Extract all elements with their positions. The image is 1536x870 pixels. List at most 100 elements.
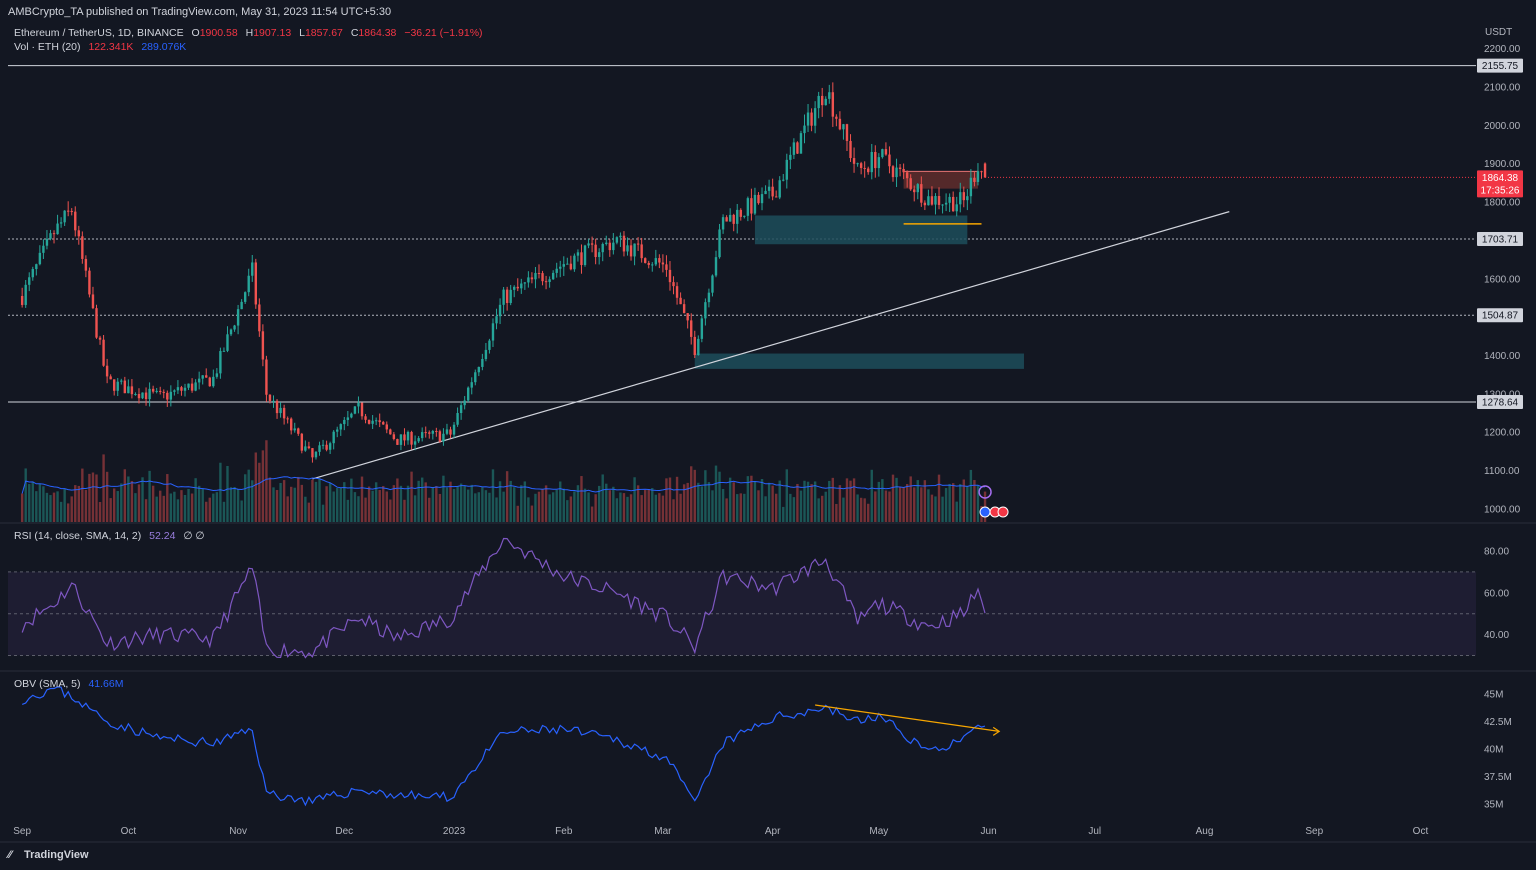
candle-body [374,420,378,422]
volume-bar [559,481,562,522]
tradingview-logo[interactable]: ⁄⁄ TradingView [8,849,89,861]
volume-bar [272,487,275,522]
candle-body [495,316,498,324]
candle-body [725,217,728,222]
volume-bar [714,465,718,522]
candle-body [467,387,470,401]
candle-body [286,418,289,420]
price-tick-label: 1000.00 [1484,504,1521,515]
volume-bar [265,440,268,522]
candle-body [410,431,413,445]
candle-body [247,275,250,293]
candle-body [803,125,806,134]
time-axis-label: Jul [1088,826,1101,837]
candle-body [682,304,686,314]
volume-bar [608,490,611,522]
volume-bar [229,487,233,522]
candle-body [764,190,767,195]
candle-body [357,402,360,407]
volume-bar [732,482,735,522]
rsi-tick-label: 60.00 [1484,588,1509,599]
volume-bar [569,496,573,522]
candle-body [849,140,852,159]
volume-bar [828,480,831,522]
candle-body [502,289,505,305]
candle-body [792,142,796,155]
volume-bar [916,480,919,522]
rsi-legend: RSI (14, close, SMA, 14, 2) 52.24 ∅ ∅ [14,530,205,542]
candle-body [867,168,870,173]
volume-bar [937,474,941,522]
volume-bar [704,470,707,522]
volume-bar [509,480,512,522]
volume-bar [796,483,799,522]
candle-body [399,434,403,445]
candle-body [445,429,449,434]
volume-bar [665,478,668,522]
candle-body [612,242,615,251]
volume-bar [622,493,626,522]
volume-bar [173,491,176,522]
volume-bar [190,493,194,522]
price-tick-label: 1800.00 [1484,198,1521,209]
volume-bar [233,487,236,522]
candle-body [969,177,973,197]
volume-bar [675,476,679,522]
candle-body [874,151,877,169]
volume-bar [491,469,495,522]
candle-body [863,167,866,169]
candle-body [704,302,707,319]
candle-body [88,270,91,295]
candle-body [746,198,750,216]
volume-bar [445,487,449,522]
volume-legend: Vol · ETH (20) 122.341K 289.076K [14,41,186,53]
volume-bar [594,494,597,522]
candle-body [955,204,958,212]
volume-bar [824,491,827,522]
volume-bar [243,474,247,522]
volume-bar [141,477,144,522]
volume-bar [438,493,442,522]
candle-body [484,349,488,360]
volume-bar [590,506,594,522]
candle-body [959,192,962,205]
candle-body [934,196,937,205]
obv-divergence-arrow [992,726,1001,736]
candle-body [339,424,342,430]
candle-body [530,277,534,280]
price-currency-label: USDT [1485,27,1512,38]
candle-body [190,383,194,391]
candle-body [732,214,735,224]
symbol-name: Ethereum / TetherUS, 1D, BINANCE [14,27,184,39]
volume-bar [413,495,417,522]
candle-body [608,242,611,251]
candle-body [180,387,183,391]
candle-body [736,209,739,224]
candle-body [831,92,835,117]
volume-bar [898,487,902,522]
candle-body [201,375,204,379]
candle-body [789,154,792,160]
candle-body [116,381,119,391]
volume-bar [49,495,52,522]
time-axis-label: Aug [1196,826,1214,837]
candle-body [636,243,640,245]
volume-bar [739,493,742,522]
candle-body [35,264,38,270]
candle-body [590,243,594,245]
volume-bar [774,493,778,522]
candle-body [98,337,102,340]
demand-zone-lower [694,353,1024,369]
candle-body [49,233,52,239]
candles-group [20,82,987,463]
volume-bar [693,469,696,522]
volume-bar [895,477,898,522]
volume-bar [417,480,420,522]
candle-body [909,178,912,190]
volume-bar [644,490,647,522]
volume-bar [576,485,580,522]
candle-body [173,390,176,392]
candle-body [268,394,272,401]
